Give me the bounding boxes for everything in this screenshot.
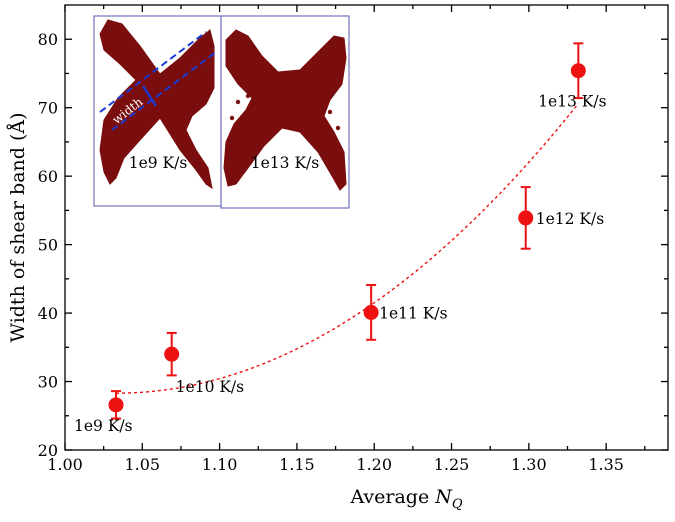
inset-speck	[327, 157, 333, 163]
x-axis-title-prefix: Average	[349, 486, 435, 508]
data-label: 1e13 K/s	[538, 93, 606, 111]
inset-label-left: 1e9 K/s	[129, 154, 188, 172]
x-tick-label: 1.05	[124, 455, 160, 474]
inset-left-material	[99, 19, 215, 190]
data-point	[164, 346, 180, 362]
x-axis-title: Average NQ	[349, 486, 462, 512]
fit-curve-layer	[116, 103, 579, 394]
x-tick-label: 1.35	[588, 455, 624, 474]
data-label: 1e12 K/s	[536, 210, 604, 228]
x-tick-label: 1.00	[47, 455, 83, 474]
x-axis-title-symbol: N	[434, 486, 453, 508]
inset-images: width 1e9 K/s 1e13 K/s	[93, 15, 350, 209]
inset-speck	[245, 93, 251, 99]
inset-speck	[327, 109, 333, 115]
inset-speck	[335, 125, 341, 131]
inset-label-right: 1e13 K/s	[251, 154, 319, 172]
y-tick-label: 50	[38, 236, 58, 255]
axes: 1.00 1.05 1.10 1.15 1.20 1.25 1.30 1.35 20 30 40 50…	[7, 4, 669, 512]
inset-speck	[235, 99, 241, 105]
inset-speck	[315, 95, 321, 101]
x-tick-label: 1.20	[356, 455, 392, 474]
data-point	[570, 63, 586, 79]
data-point	[108, 397, 124, 413]
y-tick-label: 70	[38, 99, 58, 118]
inset-width-marker	[141, 85, 158, 107]
plot-frame	[64, 4, 669, 451]
data-label: 1e9 K/s	[74, 417, 133, 435]
x-tick-label: 1.30	[511, 455, 547, 474]
data-label: 1e10 K/s	[176, 378, 244, 396]
x-axis-title-subscript: Q	[452, 497, 463, 512]
y-tick-label: 40	[38, 304, 58, 323]
y-tick-label: 80	[38, 30, 58, 49]
y-tick-label: 20	[38, 441, 58, 460]
x-tick-label: 1.15	[279, 455, 315, 474]
inset-right-material	[223, 29, 347, 191]
y-tick-label: 60	[38, 167, 58, 186]
data-point	[518, 210, 534, 226]
data-points	[108, 42, 586, 420]
inset-band-guide-upper	[99, 31, 207, 113]
inset-material-art: width	[99, 19, 347, 191]
inset-speck	[229, 115, 235, 121]
inset-speck	[233, 147, 239, 153]
data-labels: 1e9 K/s 1e10 K/s 1e11 K/s 1e12 K/s 1e13 K/s	[74, 93, 607, 435]
x-tick-label: 1.25	[434, 455, 470, 474]
data-point	[363, 304, 379, 320]
fit-curve	[116, 103, 579, 394]
data-label: 1e11 K/s	[379, 304, 447, 322]
y-tick-label: 30	[38, 373, 58, 392]
y-axis-title: Width of shear band (Å)	[7, 112, 29, 342]
x-tick-label: 1.10	[202, 455, 238, 474]
